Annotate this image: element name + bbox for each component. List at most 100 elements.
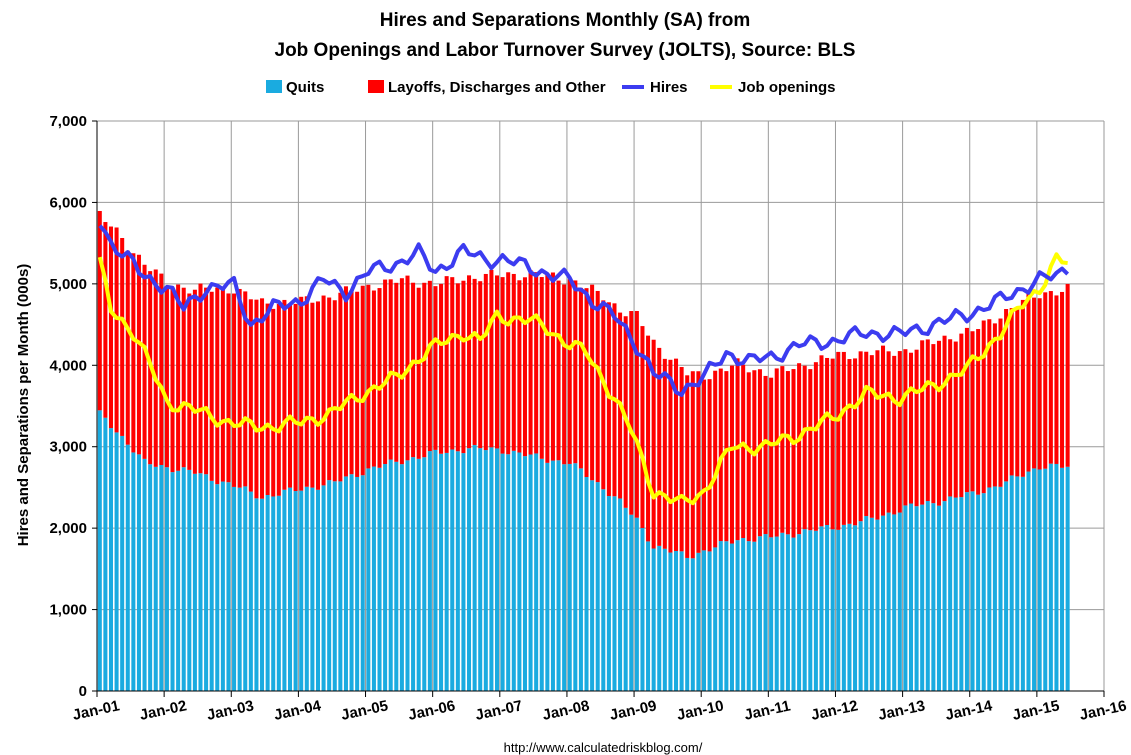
bar-layoffs — [545, 273, 550, 463]
bar-quits — [522, 456, 527, 691]
y-tick-label: 5,000 — [49, 276, 87, 293]
bar-layoffs — [120, 237, 125, 436]
bar-quits — [461, 453, 466, 691]
bar-layoffs — [411, 282, 416, 458]
bar-quits — [953, 497, 958, 691]
bar-quits — [198, 473, 203, 691]
bar-quits — [836, 529, 841, 691]
bar-quits — [746, 541, 751, 691]
bar-layoffs — [646, 335, 651, 542]
bar-layoffs — [651, 339, 656, 549]
bar-layoffs — [1054, 295, 1059, 464]
bar-quits — [976, 494, 981, 691]
bar-quits — [892, 514, 897, 691]
bar-quits — [170, 472, 175, 691]
x-tick-label: Jan-15 — [1011, 697, 1061, 724]
bar-quits — [780, 532, 785, 691]
bar-quits — [757, 536, 762, 691]
bar-layoffs — [629, 311, 634, 515]
bar-quits — [287, 487, 293, 691]
bar-quits — [276, 495, 281, 691]
bar-quits — [148, 464, 153, 691]
bar-quits — [343, 476, 348, 691]
bar-layoffs — [287, 304, 293, 488]
bar-layoffs — [506, 272, 511, 455]
bar-layoffs — [321, 295, 326, 486]
bar-quits — [785, 534, 790, 691]
bar-quits — [634, 517, 639, 691]
bar-quits — [204, 474, 209, 691]
bar-quits — [567, 463, 572, 691]
bar-quits — [142, 458, 147, 691]
bar-quits — [528, 454, 533, 691]
bar-quits — [1020, 476, 1025, 691]
bar-quits — [360, 475, 365, 691]
bar-layoffs — [483, 273, 488, 451]
bar-layoffs — [433, 286, 438, 450]
bar-layoffs — [573, 280, 578, 464]
bar-quits — [729, 543, 734, 691]
bar-quits — [763, 534, 768, 691]
y-tick-label: 7,000 — [49, 113, 87, 130]
bar-quits — [506, 454, 511, 691]
bar-layoffs — [310, 302, 315, 488]
y-tick-label: 2,000 — [49, 520, 87, 537]
y-tick-label: 6,000 — [49, 194, 87, 211]
bar-quits — [243, 486, 248, 691]
bar-quits — [539, 458, 544, 691]
bar-quits — [970, 491, 975, 691]
bar-quits — [1065, 466, 1070, 691]
bar-quits — [601, 489, 606, 691]
bar-layoffs — [578, 287, 583, 469]
bar-layoffs — [998, 318, 1003, 487]
x-tick-label: Jan-11 — [743, 697, 792, 723]
bar-layoffs — [1037, 298, 1042, 470]
bar-quits — [97, 410, 102, 691]
bar-layoffs — [427, 280, 432, 452]
bar-quits — [108, 428, 114, 691]
bar-quits — [120, 435, 125, 691]
bar-layoffs — [769, 377, 774, 538]
bar-quits — [584, 476, 589, 691]
bar-layoffs — [757, 369, 762, 537]
bar-quits — [455, 451, 460, 691]
x-tick-label: Jan-10 — [675, 697, 725, 724]
bar-layoffs — [383, 279, 388, 465]
bar-layoffs — [707, 379, 712, 552]
bar-quits — [164, 467, 169, 691]
bar-quits — [226, 482, 231, 691]
bar-layoffs — [987, 319, 992, 488]
bar-layoffs — [657, 347, 662, 546]
bar-quits — [948, 496, 953, 691]
bar-layoffs — [858, 351, 863, 522]
bar-layoffs — [556, 280, 561, 461]
bar-quits — [103, 417, 108, 691]
bar-layoffs — [780, 366, 785, 533]
bar-quits — [159, 465, 164, 691]
bar-layoffs — [489, 269, 494, 448]
legend: Quits Layoffs, Discharges and Other Hires J… — [266, 79, 836, 96]
bar-layoffs — [875, 350, 880, 520]
bar-layoffs — [1020, 299, 1025, 477]
bar-quits — [629, 514, 634, 691]
bar-quits — [282, 489, 287, 691]
bar-layoffs — [534, 272, 539, 454]
bar-layoffs — [886, 351, 891, 513]
bar-quits — [136, 454, 141, 691]
bar-layoffs — [293, 303, 298, 492]
bar-layoffs — [114, 227, 119, 433]
bar-layoffs — [964, 327, 969, 493]
bar-quits — [114, 432, 119, 691]
legend-item-hires: Hires — [622, 79, 688, 96]
bar-quits — [920, 504, 925, 691]
bar-quits — [908, 503, 914, 691]
x-tick-label: Jan-12 — [810, 697, 860, 724]
bar-quits — [399, 464, 404, 691]
bar-layoffs — [232, 293, 237, 487]
bar-layoffs — [813, 362, 818, 531]
bar-quits — [383, 464, 388, 691]
bar-layoffs — [299, 296, 304, 491]
bar-quits — [1026, 471, 1031, 691]
bar-quits — [153, 466, 158, 691]
bar-layoffs — [204, 287, 209, 475]
